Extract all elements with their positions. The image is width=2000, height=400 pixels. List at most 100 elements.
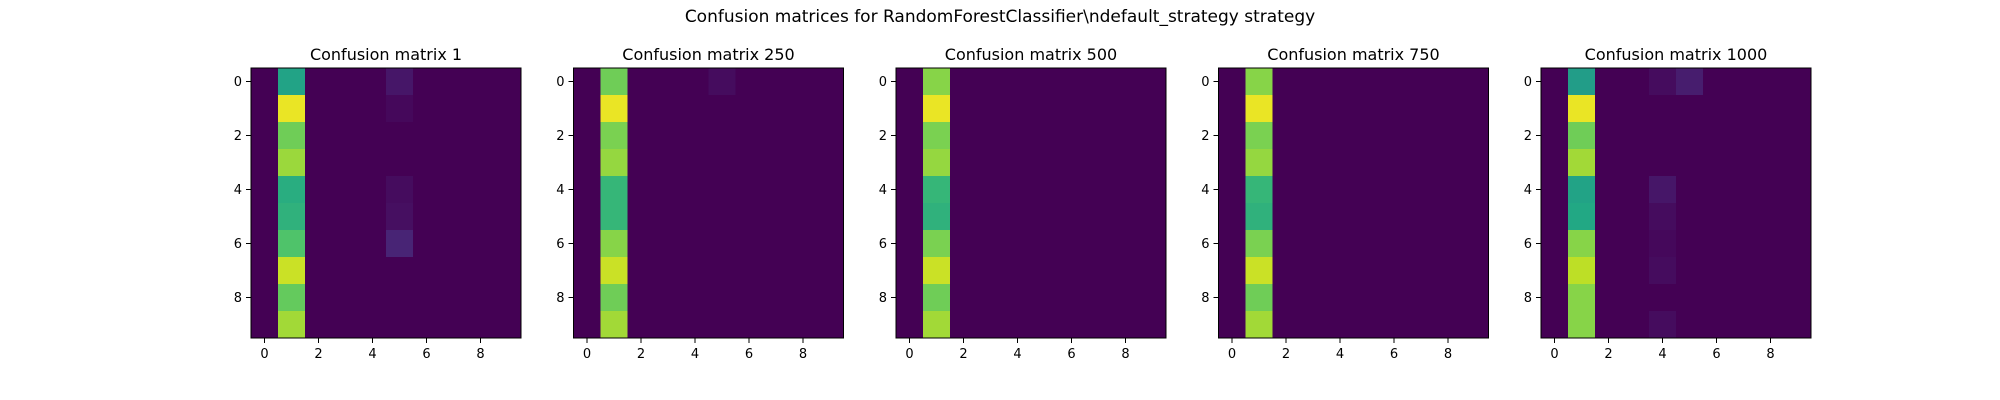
heatmap-cell bbox=[627, 122, 655, 150]
heatmap-cell bbox=[1703, 95, 1731, 123]
heatmap-cell bbox=[762, 257, 790, 285]
heatmap-cell bbox=[386, 230, 414, 258]
heatmap-cell bbox=[681, 311, 709, 339]
heatmap-cell bbox=[1031, 284, 1059, 312]
heatmap-cell bbox=[1595, 95, 1623, 123]
heatmap-cell bbox=[681, 149, 709, 177]
y-tick-label: 6 bbox=[879, 237, 887, 252]
heatmap-cell bbox=[762, 311, 790, 339]
heatmap-cell bbox=[923, 284, 951, 312]
heatmap-cell bbox=[1568, 95, 1596, 123]
heatmap-cell bbox=[1272, 149, 1300, 177]
heatmap-cell bbox=[1649, 149, 1677, 177]
heatmap-cell bbox=[1541, 95, 1569, 123]
heatmap-cell bbox=[1730, 122, 1758, 150]
heatmap-cell bbox=[950, 284, 978, 312]
heatmap-cell bbox=[1730, 284, 1758, 312]
heatmap-cell bbox=[1757, 68, 1785, 96]
heatmap-cell bbox=[1784, 95, 1812, 123]
heatmap-cell bbox=[1031, 122, 1059, 150]
heatmap-cell bbox=[251, 95, 279, 123]
heatmap-cell bbox=[896, 284, 924, 312]
heatmap-cell bbox=[1622, 284, 1650, 312]
heatmap-cell bbox=[1004, 68, 1032, 96]
heatmap-cell bbox=[1031, 95, 1059, 123]
y-tick-label: 6 bbox=[234, 237, 242, 252]
heatmap-cell bbox=[627, 311, 655, 339]
heatmap-cell bbox=[1380, 95, 1408, 123]
heatmap-cell bbox=[1245, 284, 1273, 312]
heatmap-cell bbox=[708, 176, 736, 204]
heatmap-cell bbox=[762, 95, 790, 123]
heatmap-cell bbox=[762, 230, 790, 258]
heatmap-cell bbox=[1245, 203, 1273, 231]
heatmap-cell bbox=[413, 122, 441, 150]
x-tick-label: 6 bbox=[1712, 347, 1720, 362]
heatmap-cell bbox=[708, 122, 736, 150]
heatmap-cell bbox=[494, 122, 522, 150]
heatmap-cell bbox=[1245, 68, 1273, 96]
heatmap-cell bbox=[1004, 311, 1032, 339]
heatmap-cell bbox=[1676, 176, 1704, 204]
heatmap-cell bbox=[735, 176, 763, 204]
heatmap-cell bbox=[1353, 95, 1381, 123]
heatmap-cell bbox=[708, 257, 736, 285]
heatmap-cell bbox=[1353, 311, 1381, 339]
heatmap-cell bbox=[359, 230, 387, 258]
heatmap-cell bbox=[1568, 68, 1596, 96]
heatmap-cell bbox=[600, 149, 628, 177]
heatmap-cell bbox=[1676, 311, 1704, 339]
heatmap-cell bbox=[1407, 311, 1435, 339]
heatmap-cell bbox=[735, 95, 763, 123]
heatmap-cell bbox=[1784, 311, 1812, 339]
heatmap-cell bbox=[1784, 203, 1812, 231]
heatmap-cell bbox=[1784, 122, 1812, 150]
y-tick-label: 4 bbox=[1201, 183, 1209, 198]
heatmap-cell bbox=[789, 95, 817, 123]
heatmap-cell bbox=[1085, 257, 1113, 285]
heatmap-cell bbox=[1595, 176, 1623, 204]
heatmap-cell bbox=[573, 257, 601, 285]
heatmap-cell bbox=[1112, 230, 1140, 258]
heatmap-cell bbox=[251, 122, 279, 150]
heatmap-cell bbox=[1326, 284, 1354, 312]
heatmap-cell bbox=[1757, 203, 1785, 231]
y-tick-label: 8 bbox=[1201, 291, 1209, 306]
heatmap-cell bbox=[1676, 257, 1704, 285]
heatmap-cell bbox=[573, 203, 601, 231]
y-tick-label: 8 bbox=[879, 291, 887, 306]
heatmap-cell bbox=[627, 149, 655, 177]
heatmap-cell bbox=[332, 149, 360, 177]
x-tick-label: 2 bbox=[1282, 347, 1290, 362]
heatmap-cell bbox=[1058, 257, 1086, 285]
heatmap-cell bbox=[1622, 230, 1650, 258]
heatmap-cell bbox=[1245, 230, 1273, 258]
heatmap-cell bbox=[1299, 230, 1327, 258]
y-tick-label: 4 bbox=[879, 183, 887, 198]
heatmap-cell bbox=[1139, 284, 1167, 312]
heatmap-cell bbox=[1326, 95, 1354, 123]
heatmap-cell bbox=[1703, 68, 1731, 96]
heatmap-cell bbox=[467, 311, 495, 339]
x-tick-label: 2 bbox=[637, 347, 645, 362]
panel-title: Confusion matrix 250 bbox=[622, 45, 794, 64]
heatmap-cell bbox=[1730, 68, 1758, 96]
heatmap-cell bbox=[896, 95, 924, 123]
heatmap-cell bbox=[1595, 149, 1623, 177]
heatmap-cell bbox=[278, 203, 306, 231]
heatmap-cell bbox=[1407, 284, 1435, 312]
heatmap-cell bbox=[1461, 257, 1489, 285]
heatmap-cell bbox=[1730, 203, 1758, 231]
heatmap-cell bbox=[681, 257, 709, 285]
heatmap-cell bbox=[278, 230, 306, 258]
heatmap-cell bbox=[654, 95, 682, 123]
heatmap-cell bbox=[1622, 122, 1650, 150]
x-tick-label: 6 bbox=[1390, 347, 1398, 362]
heatmap-cell bbox=[494, 311, 522, 339]
heatmap-cell bbox=[332, 284, 360, 312]
y-tick-label: 0 bbox=[556, 75, 564, 90]
heatmap-cell bbox=[1407, 122, 1435, 150]
heatmap-cell bbox=[1784, 68, 1812, 96]
heatmap-cell bbox=[251, 149, 279, 177]
